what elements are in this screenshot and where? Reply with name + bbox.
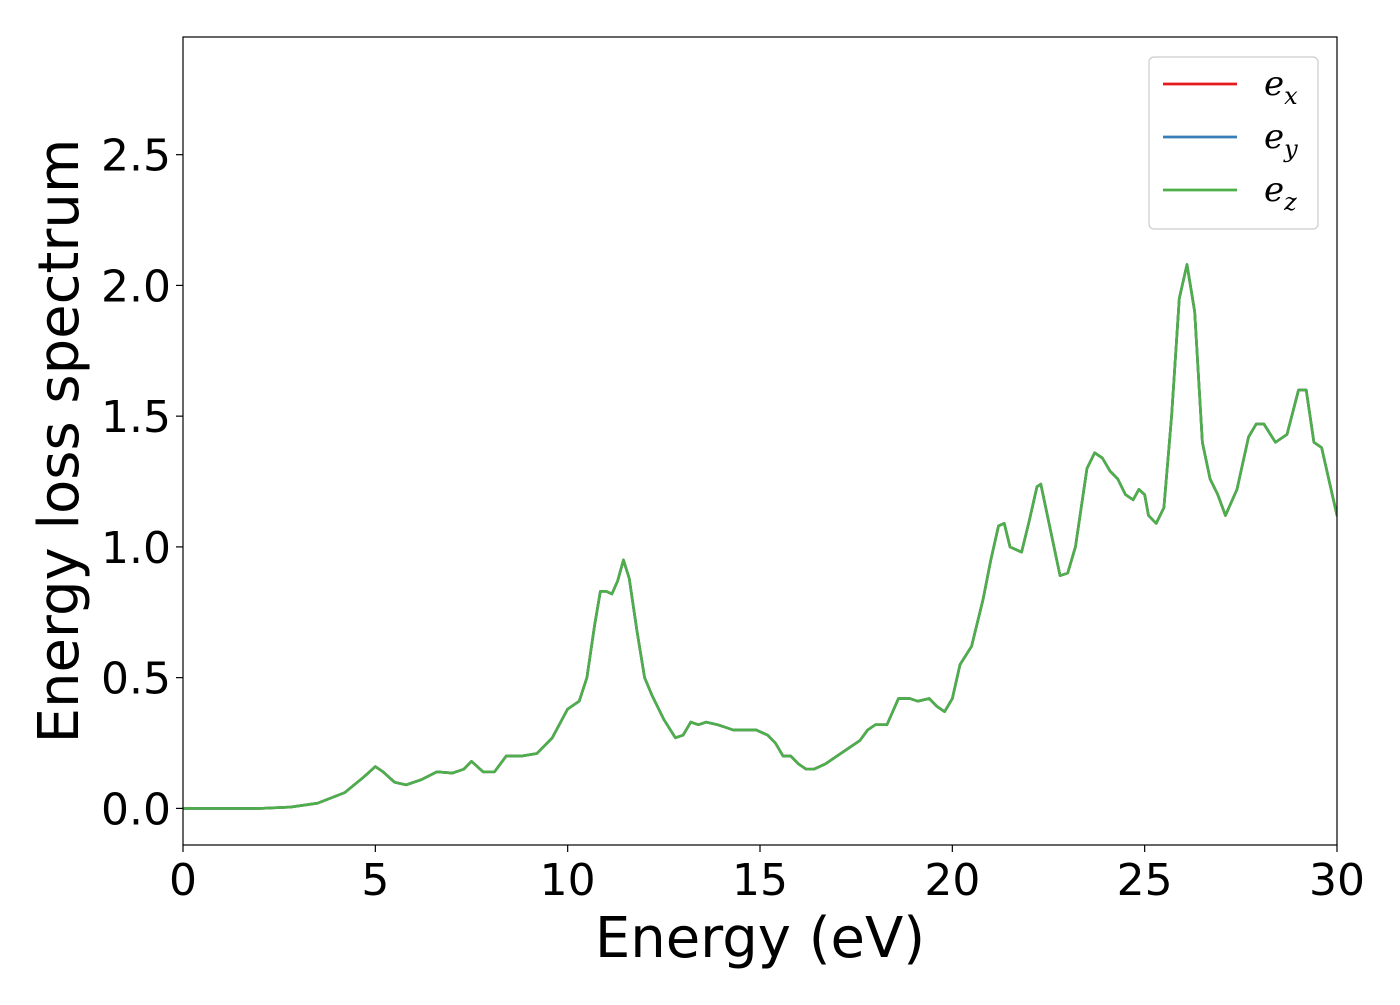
x-tick-label: 15 [732,855,788,906]
x-axis-label: Energy (eV) [595,906,925,971]
y-tick-label: 0.5 [101,654,171,705]
x-tick-label: 0 [169,855,197,906]
legend-label-x: ex [1264,64,1298,110]
axis-ticks: 0 5 10 15 20 25 30 0.0 0.5 1.0 1.5 2.0 2.5 [101,131,1365,906]
series-line-z [183,263,1337,810]
y-axis-label: Energy loss spectrum [27,139,92,744]
x-tick-label: 20 [924,855,980,906]
legend-label-z: ez [1264,170,1297,216]
y-tick-label: 1.5 [101,392,171,443]
x-tick-label: 25 [1117,855,1173,906]
series-line-y [183,263,1337,810]
y-tick-label: 2.5 [101,131,171,182]
axes-frame [182,36,1338,846]
legend-label-y: ey [1264,117,1298,163]
y-tick-label: 0.0 [101,784,171,835]
plot-area [183,263,1337,810]
series-line-x [183,263,1337,810]
x-tick-label: 5 [361,855,389,906]
x-tick-label: 10 [540,855,596,906]
legend: ex ey ez [1148,56,1319,230]
x-tick-label: 30 [1309,855,1365,906]
y-tick-label: 2.0 [101,261,171,312]
legend-box [1148,56,1319,230]
y-tick-label: 1.0 [101,523,171,574]
